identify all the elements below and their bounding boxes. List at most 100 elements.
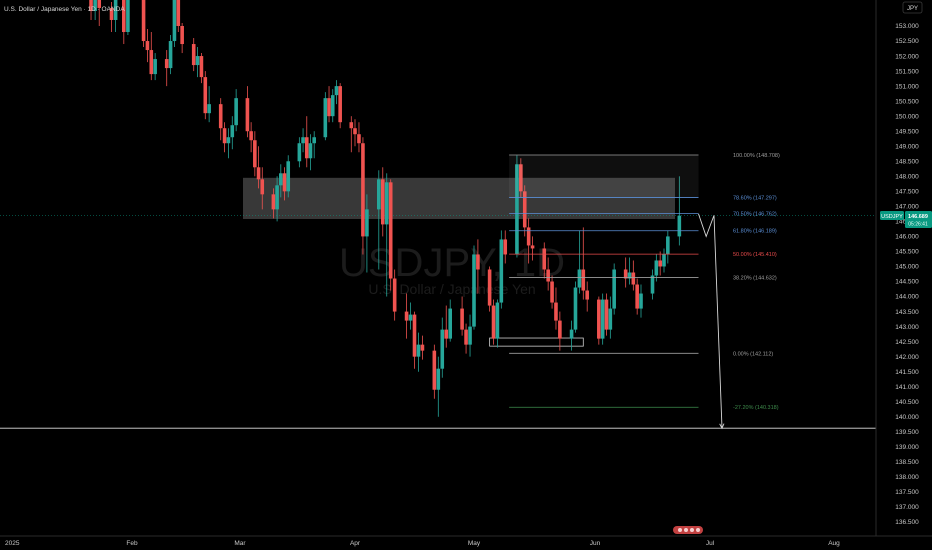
- range-box[interactable]: [489, 337, 584, 347]
- time-tick-label: 2025: [5, 540, 20, 547]
- candle-body: [191, 44, 196, 66]
- candle-body: [195, 56, 200, 66]
- candle-body: [334, 86, 339, 96]
- fib-level-label: 70.50% (146.762): [733, 212, 777, 218]
- candle-body: [444, 329, 449, 339]
- candle-body: [416, 344, 421, 357]
- candle-body: [301, 137, 305, 144]
- candle-body: [600, 299, 605, 339]
- candle-body: [476, 254, 480, 270]
- candle-body: [256, 167, 261, 180]
- candle-body: [550, 281, 554, 303]
- price-tick-label: 137.500: [895, 489, 919, 496]
- candle-body: [558, 320, 562, 339]
- candle-body: [149, 50, 154, 75]
- candle-body: [126, 0, 130, 33]
- candle-body: [172, 0, 177, 42]
- fib-level-label: 38.20% (144.632): [733, 276, 777, 282]
- fib-retracement[interactable]: 100.00% (148.708) 78.60% (147.297) 70.50% …: [509, 153, 780, 411]
- time-tick-label: Mar: [234, 540, 246, 547]
- candle-body: [245, 98, 250, 132]
- price-tick-label: 140.000: [895, 414, 919, 421]
- price-tick-label: 138.500: [895, 459, 919, 466]
- price-tick-label: 152.000: [895, 53, 919, 60]
- candle-body: [384, 182, 389, 225]
- candle-body: [176, 0, 181, 26]
- candle-body: [282, 173, 287, 192]
- candle-body: [608, 308, 613, 330]
- candle-body: [286, 161, 291, 192]
- candle-body: [585, 290, 589, 300]
- price-tick-label: 138.000: [895, 474, 919, 481]
- price-axis[interactable]: 153.000 152.500 152.000 151.500 151.000 150.5…: [895, 23, 919, 526]
- candle-body: [436, 368, 441, 390]
- candle-body: [635, 284, 639, 309]
- candle-body: [312, 137, 316, 144]
- fib-level-label: 100.00% (148.708): [733, 153, 780, 159]
- candle-body: [432, 350, 437, 390]
- price-tick-label: 142.500: [895, 339, 919, 346]
- price-tick-label: 153.000: [895, 23, 919, 30]
- price-tick-label: 139.500: [895, 429, 919, 436]
- candle-body: [253, 140, 257, 168]
- currency-box[interactable]: [902, 1, 923, 14]
- candle-body: [180, 26, 184, 45]
- projection-path[interactable]: [698, 213, 725, 430]
- candle-body: [597, 299, 601, 339]
- time-tick-label: Aug: [828, 540, 840, 547]
- price-tick-label: 149.500: [895, 128, 919, 135]
- candle-body: [141, 0, 146, 42]
- candle-body: [89, 0, 93, 11]
- candle-body: [357, 134, 361, 144]
- candle-body: [515, 164, 519, 255]
- candle-body: [460, 308, 464, 330]
- candle-body: [218, 104, 223, 129]
- time-axis[interactable]: 2025 Feb Mar Apr May Jun Jul Aug: [5, 540, 840, 547]
- supply-zone[interactable]: [243, 177, 675, 219]
- fib-zone-fill: [509, 155, 699, 198]
- candle-body: [495, 302, 500, 339]
- candle-body: [275, 185, 279, 210]
- candle-body: [542, 248, 547, 270]
- price-tick-label: 149.000: [895, 143, 919, 150]
- candle-body: [581, 269, 586, 291]
- projection-line[interactable]: [698, 213, 723, 429]
- candle-body: [308, 143, 313, 159]
- candle-body: [203, 77, 208, 114]
- candle-body: [503, 239, 508, 255]
- candle-body: [349, 122, 354, 129]
- candle-body: [412, 314, 417, 357]
- candle-body: [327, 98, 331, 117]
- candle-body: [97, 0, 102, 8]
- candle-body: [93, 0, 97, 11]
- fib-level-label: 78.60% (147.297): [733, 195, 777, 201]
- candle-body: [338, 86, 342, 123]
- candle-body: [234, 98, 238, 126]
- candle-body: [230, 125, 235, 138]
- candle-body: [199, 56, 204, 78]
- candle-body: [361, 143, 365, 237]
- timeline-badge-dot-icon: [690, 528, 694, 532]
- candle-body: [662, 254, 666, 267]
- price-tick-label: 150.500: [895, 98, 919, 105]
- candle-body: [472, 254, 476, 327]
- price-tick-label: 141.000: [895, 384, 919, 391]
- badge-countdown: 05:26:41: [908, 222, 928, 228]
- badge-price: 146.689: [908, 214, 928, 220]
- candle-body: [612, 269, 616, 309]
- candle-body: [380, 179, 385, 225]
- candle-body: [677, 215, 682, 237]
- price-tick-label: 152.500: [895, 38, 919, 45]
- candle-body: [623, 269, 628, 279]
- price-tick-label: 139.000: [895, 444, 919, 451]
- candle-body: [408, 314, 413, 321]
- candle-body: [468, 326, 472, 345]
- price-tick-label: 147.500: [895, 189, 919, 196]
- candle-body: [353, 128, 357, 135]
- candle-body: [330, 95, 335, 117]
- candle-body: [222, 128, 227, 144]
- candle-body: [639, 293, 643, 309]
- candle-body: [304, 137, 309, 159]
- candle-body: [271, 194, 276, 210]
